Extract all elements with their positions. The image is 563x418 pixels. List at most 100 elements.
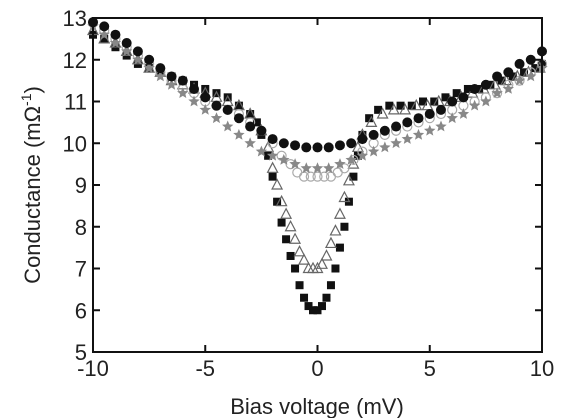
series-2-circle-open	[87, 17, 548, 182]
data-point-star	[379, 141, 391, 153]
data-point-square	[353, 151, 362, 160]
series-3-star-filled	[87, 20, 548, 174]
data-point-triangle	[293, 245, 306, 257]
data-point-filled-circle	[525, 54, 536, 65]
data-point-filled-circle	[323, 142, 334, 153]
data-point-filled-circle	[402, 117, 413, 128]
data-point-square	[326, 281, 335, 290]
data-point-star	[199, 103, 211, 115]
data-point-filled-circle	[346, 138, 357, 149]
data-point-star	[222, 120, 234, 132]
y-tick-label: 5	[75, 340, 87, 365]
data-point-star	[401, 133, 413, 144]
data-point-square	[497, 76, 506, 85]
data-point-open-circle	[305, 171, 316, 182]
y-tick-label: 13	[63, 6, 87, 31]
data-point-triangle	[338, 190, 351, 203]
data-point-square	[300, 293, 309, 302]
data-point-triangle	[289, 232, 302, 244]
data-point-square	[100, 34, 109, 43]
data-point-filled-circle	[492, 71, 503, 82]
data-point-square	[277, 218, 286, 227]
data-point-star	[165, 78, 178, 90]
data-point-filled-circle	[447, 96, 458, 107]
data-point-filled-circle	[357, 134, 368, 145]
data-point-open-circle	[339, 163, 350, 174]
data-point-square	[365, 114, 374, 123]
data-point-triangle	[320, 249, 333, 261]
x-tick-label: 10	[530, 356, 554, 381]
data-point-filled-circle	[312, 142, 323, 153]
data-point-square	[246, 110, 255, 119]
data-point-square	[531, 64, 540, 73]
data-point-triangle	[399, 103, 412, 115]
data-point-triangle	[342, 174, 355, 186]
y-axis-title-close: )	[20, 86, 45, 93]
data-point-square	[331, 264, 340, 273]
data-point-square	[508, 72, 517, 81]
data-point-star	[468, 99, 481, 111]
y-tick-label: 8	[75, 215, 87, 240]
data-point-triangle	[365, 115, 378, 127]
data-point-filled-circle	[424, 109, 435, 120]
data-point-square	[374, 105, 383, 114]
y-tick-label: 12	[63, 48, 87, 73]
data-point-square	[295, 281, 304, 290]
data-point-star	[289, 158, 301, 169]
data-point-filled-circle	[480, 79, 491, 90]
data-point-star	[323, 162, 335, 174]
x-tick-label: -10	[77, 356, 109, 381]
data-point-square	[520, 68, 529, 77]
series-4-circle-filled	[88, 17, 547, 153]
data-point-star	[491, 87, 503, 98]
data-point-triangle	[329, 224, 342, 236]
data-point-star	[356, 149, 369, 161]
data-point-triangle	[410, 98, 423, 111]
data-point-triangle	[376, 107, 389, 119]
y-axis-title-main: Conductance (mΩ	[20, 106, 45, 284]
data-point-open-circle	[312, 171, 323, 182]
data-point-open-circle	[332, 167, 343, 178]
data-point-star	[233, 128, 245, 140]
data-point-star	[334, 158, 346, 169]
data-point-filled-circle	[222, 104, 233, 115]
data-point-star	[345, 154, 357, 165]
data-point-square	[385, 101, 394, 110]
data-point-triangle	[387, 103, 400, 115]
x-tick-label: -5	[195, 356, 215, 381]
data-point-star	[480, 95, 492, 107]
data-point-star	[513, 74, 526, 86]
data-point-square	[407, 101, 416, 110]
data-point-square	[273, 197, 282, 206]
data-point-filled-circle	[469, 83, 480, 94]
data-point-square	[317, 302, 326, 311]
data-point-triangle	[284, 219, 297, 232]
data-point-star	[132, 53, 144, 65]
y-tick-label: 9	[75, 173, 87, 198]
data-point-triangle	[298, 253, 311, 265]
data-point-open-circle	[292, 167, 303, 178]
data-point-square	[286, 251, 295, 260]
data-point-triangle	[315, 257, 328, 269]
data-point-filled-circle	[267, 134, 278, 145]
y-tick-label: 7	[75, 257, 87, 282]
data-point-filled-circle	[413, 113, 424, 124]
data-point-square	[313, 306, 322, 315]
data-point-filled-circle	[155, 63, 166, 74]
data-point-star	[98, 28, 110, 40]
data-point-star	[278, 154, 290, 165]
y-axis-title: Conductance (mΩ-1)	[18, 86, 45, 284]
data-point-square	[349, 172, 358, 181]
data-point-star	[525, 70, 537, 82]
data-point-filled-circle	[503, 67, 514, 78]
data-point-star	[177, 87, 189, 98]
data-point-star	[502, 83, 514, 94]
data-point-square	[419, 97, 428, 106]
data-point-triangle	[262, 140, 275, 153]
data-point-filled-circle	[514, 58, 525, 69]
plot-marks	[87, 17, 548, 315]
data-point-square	[335, 243, 344, 252]
data-point-star	[188, 95, 200, 107]
data-point-filled-circle	[245, 121, 256, 132]
